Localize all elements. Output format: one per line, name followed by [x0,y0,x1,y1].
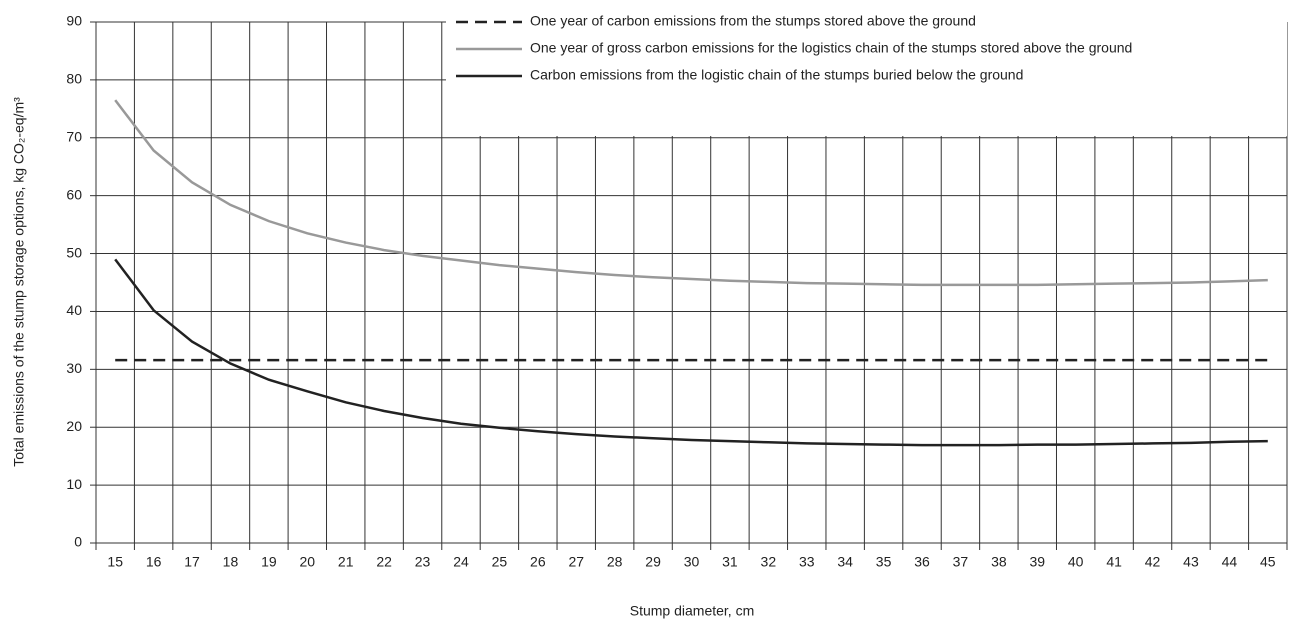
x-tick-label: 44 [1222,554,1238,570]
series-line [114,258,1268,447]
x-axis-label: Stump diameter, cm [630,603,755,619]
x-tick-label: 33 [799,554,815,570]
x-tick-label: 22 [376,554,392,570]
y-tick-label: 70 [66,128,82,144]
x-tick-label: 37 [953,554,969,570]
y-axis-label: Total emissions of the stump storage opt… [11,97,27,467]
x-tick-label: 31 [722,554,738,570]
x-tick-label: 20 [300,554,316,570]
x-tick-label: 39 [1029,554,1045,570]
x-tick-label: 43 [1183,554,1199,570]
x-tick-label: 18 [223,554,239,570]
x-tick-label: 38 [991,554,1007,570]
x-tick-label: 27 [568,554,584,570]
x-tick-label: 25 [492,554,508,570]
x-tick-label: 17 [184,554,200,570]
x-tick-label: 32 [761,554,777,570]
series-line [114,99,1268,287]
y-tick-label: 10 [66,476,82,492]
x-tick-label: 21 [338,554,354,570]
y-tick-label: 0 [74,534,82,550]
y-tick-label: 80 [66,71,82,87]
x-tick-label: 28 [607,554,623,570]
x-tick-label: 35 [876,554,892,570]
y-tick-label: 30 [66,360,82,376]
x-tick-label: 26 [530,554,546,570]
y-tick-label: 60 [66,186,82,202]
x-tick-label: 23 [415,554,431,570]
x-tick-label: 36 [914,554,930,570]
legend-label: One year of carbon emissions from the st… [530,13,976,29]
x-tick-label: 24 [453,554,469,570]
x-tick-label: 30 [684,554,700,570]
x-tick-label: 40 [1068,554,1084,570]
x-tick-label: 42 [1145,554,1161,570]
legend-label: One year of gross carbon emissions for t… [530,40,1132,56]
y-tick-label: 50 [66,244,82,260]
y-tick-label: 20 [66,418,82,434]
x-tick-label: 19 [261,554,277,570]
x-tick-label: 41 [1106,554,1122,570]
x-tick-label: 15 [107,554,123,570]
y-tick-label: 90 [66,13,82,29]
legend-box [446,16,1287,136]
x-tick-label: 29 [645,554,661,570]
x-tick-label: 45 [1260,554,1276,570]
x-tick-label: 16 [146,554,162,570]
y-tick-label: 40 [66,302,82,318]
legend-label: Carbon emissions from the logistic chain… [530,67,1023,83]
x-tick-label: 34 [837,554,853,570]
